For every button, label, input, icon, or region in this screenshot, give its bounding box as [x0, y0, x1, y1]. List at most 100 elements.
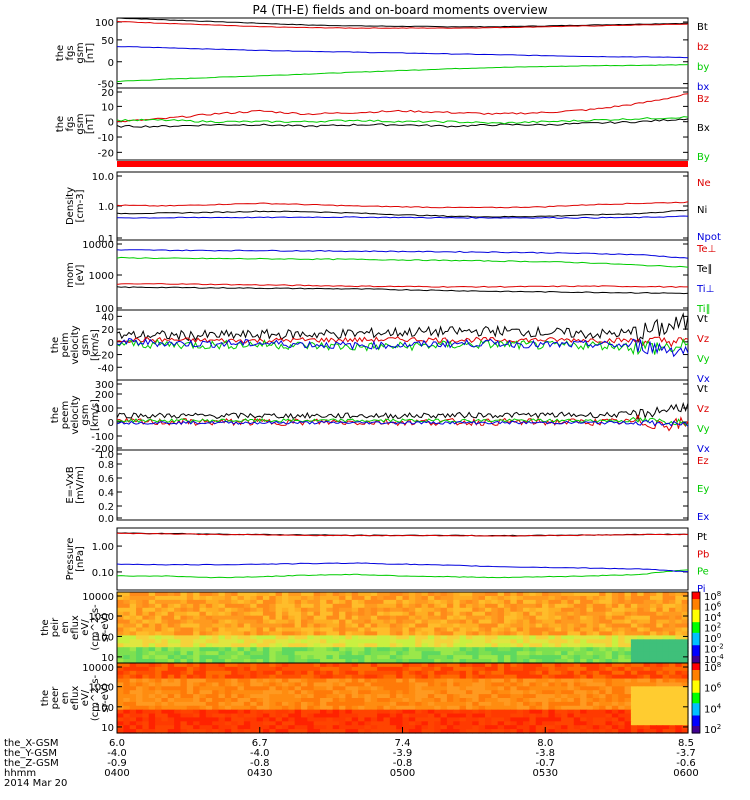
- heatmap-cell: [453, 651, 461, 656]
- heatmap-cell: [307, 694, 315, 699]
- heatmap-cell: [580, 682, 588, 687]
- heatmap-cell: [592, 623, 600, 629]
- heatmap-cell: [415, 603, 423, 609]
- heatmap-cell: [630, 663, 638, 668]
- heatmap-cell: [573, 599, 581, 605]
- heatmap-cell: [313, 709, 321, 715]
- orbit-row-label: the_Y-GSM: [4, 748, 57, 759]
- heatmap-cell: [567, 705, 575, 711]
- heatmap-cell: [142, 721, 150, 726]
- heatmap-cell: [542, 690, 550, 695]
- y-axis-label: eflux: [70, 615, 81, 640]
- heatmap-cell: [630, 603, 638, 609]
- heatmap-cell: [339, 701, 346, 707]
- heatmap-cell: [199, 627, 207, 633]
- heatmap-cell: [377, 666, 385, 672]
- heatmap-cell: [377, 725, 385, 730]
- heatmap-cell: [123, 709, 131, 715]
- heatmap-cell: [465, 607, 473, 613]
- heatmap-cell: [396, 611, 404, 617]
- heatmap-cell: [611, 607, 619, 613]
- heatmap-cell: [243, 603, 251, 609]
- heatmap-cell: [212, 725, 220, 730]
- heatmap-cell: [313, 655, 321, 660]
- y-tick-label: -200: [91, 444, 114, 455]
- heatmap-cell: [231, 729, 239, 734]
- heatmap-cell: [573, 655, 581, 660]
- heatmap-cell: [256, 666, 264, 672]
- heatmap-cell: [453, 607, 461, 613]
- heatmap-cell: [262, 611, 270, 617]
- heatmap-cell: [275, 682, 283, 687]
- heatmap-cell: [434, 592, 442, 597]
- heatmap-cell: [542, 639, 550, 644]
- heatmap-cell: [294, 666, 302, 672]
- heatmap-cell: [358, 713, 366, 719]
- heatmap-cell: [377, 595, 385, 601]
- heatmap-cell: [174, 729, 182, 734]
- heatmap-cell: [440, 659, 448, 664]
- heatmap-cell: [459, 623, 467, 629]
- colorbar-step: [692, 677, 700, 680]
- heatmap-cell: [453, 666, 461, 672]
- heatmap-cell: [561, 655, 569, 660]
- heatmap-cell: [542, 678, 550, 684]
- heatmap-cell: [205, 655, 213, 660]
- heatmap-cell: [231, 694, 239, 699]
- heatmap-cell: [313, 659, 321, 664]
- heatmap-cell: [142, 643, 150, 648]
- series-line-Bx: [116, 118, 689, 128]
- heatmap-cell: [681, 599, 689, 605]
- colorbar-step: [692, 613, 700, 616]
- heatmap-cell: [377, 698, 385, 703]
- y-axis-label: [nPa]: [75, 546, 86, 572]
- heatmap-cell: [643, 717, 651, 722]
- heatmap-cell: [637, 611, 645, 617]
- heatmap-cell: [529, 647, 537, 652]
- heatmap-cell: [167, 686, 175, 691]
- heatmap-cell: [643, 635, 651, 640]
- heatmap-cell: [459, 686, 467, 691]
- heatmap-cell: [117, 619, 124, 625]
- heatmap-cell: [161, 592, 169, 597]
- heatmap-cell: [142, 655, 150, 660]
- heatmap-cell: [554, 663, 562, 668]
- heatmap-cell: [662, 643, 670, 648]
- heatmap-cell: [573, 639, 581, 644]
- heatmap-cell: [288, 631, 296, 636]
- heatmap-cell: [554, 698, 562, 703]
- heatmap-cell: [453, 694, 461, 699]
- heatmap-cell: [161, 659, 169, 664]
- heatmap-cell: [427, 690, 435, 695]
- heatmap-cell: [637, 663, 645, 668]
- heatmap-cell: [199, 717, 207, 722]
- heatmap-cell: [408, 655, 416, 660]
- y-tick-label: 0: [108, 418, 114, 429]
- heatmap-cell: [358, 721, 366, 726]
- series-line-Te⊥: [116, 283, 688, 288]
- heatmap-cell: [668, 599, 676, 605]
- heatmap-cell: [567, 725, 575, 730]
- heatmap-cell: [459, 713, 467, 719]
- series-line-Ni: [116, 209, 689, 218]
- heatmap-cell: [649, 663, 657, 668]
- heatmap-cell: [320, 729, 327, 734]
- heatmap-cell: [332, 663, 340, 668]
- heatmap-cell: [459, 607, 467, 613]
- heatmap-cell: [212, 663, 220, 668]
- heatmap-cell: [618, 655, 626, 660]
- heatmap-cell: [523, 631, 530, 636]
- heatmap-cell: [281, 682, 289, 687]
- heatmap-cell: [668, 721, 676, 726]
- heatmap-cell: [180, 686, 188, 691]
- heatmap-cell: [199, 647, 207, 652]
- heatmap-cell: [313, 615, 321, 621]
- heatmap-cell: [415, 643, 423, 648]
- heatmap-cell: [668, 631, 676, 636]
- heatmap-cell: [383, 592, 391, 597]
- heatmap-cell: [459, 659, 467, 664]
- heatmap-cell: [402, 611, 410, 617]
- heatmap-cell: [307, 666, 315, 672]
- heatmap-cell: [567, 592, 575, 597]
